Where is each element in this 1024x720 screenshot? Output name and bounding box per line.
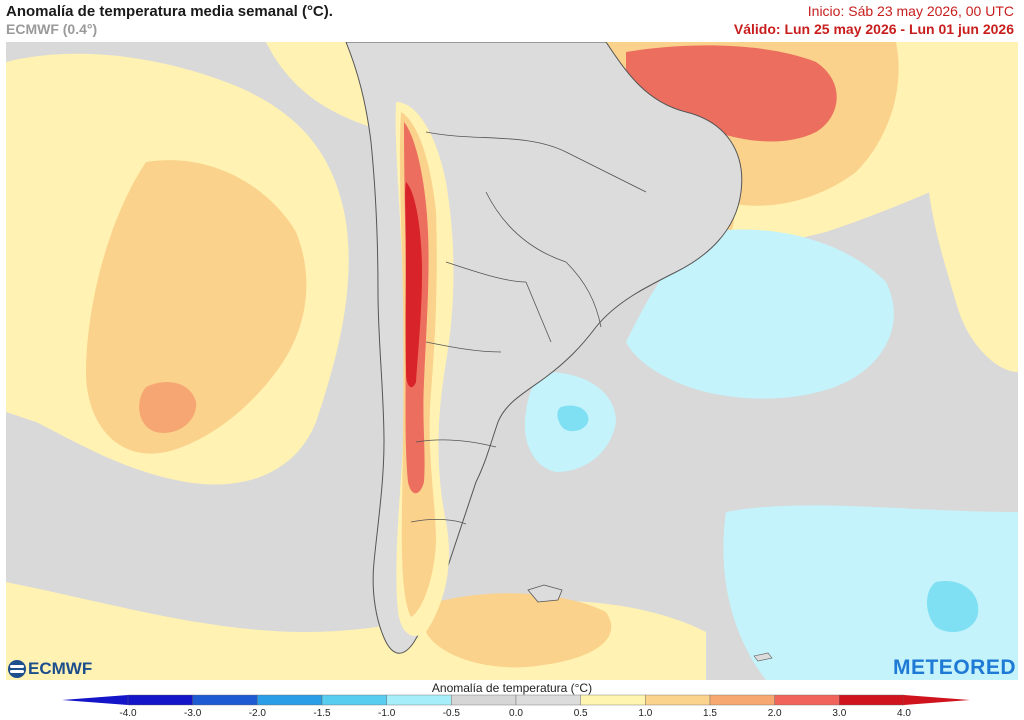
legend-tick-label: -4.0 [119, 708, 137, 719]
ecmwf-logo-text: ECMWF [28, 659, 93, 678]
legend-swatch [386, 694, 452, 706]
falkland-islands [527, 584, 563, 603]
legend-swatch [774, 694, 840, 706]
legend-tick-label: 4.0 [897, 708, 911, 719]
legend-swatch [580, 694, 646, 706]
legend-swatch [127, 694, 193, 706]
legend-swatch [321, 694, 387, 706]
legend-swatch [515, 694, 581, 706]
header: Anomalía de temperatura media semanal (°… [0, 0, 1024, 42]
legend-tick-label: -1.0 [378, 708, 396, 719]
legend-colorbar [62, 694, 970, 706]
legend-swatch [257, 694, 323, 706]
south-georgia [753, 652, 773, 662]
legend-swatch [709, 694, 775, 706]
legend-swatch [645, 694, 711, 706]
southeast-cool-area [723, 505, 1018, 680]
legend-tick-label: -0.5 [442, 708, 460, 719]
model-label: ECMWF (0.4°) [6, 21, 98, 37]
init-time: Inicio: Sáb 23 may 2026, 00 UTC [807, 3, 1014, 19]
meteored-logo: METEORED [892, 656, 1016, 679]
legend-tick-label: 0.0 [509, 708, 523, 719]
ecmwf-globe-icon [8, 660, 26, 678]
legend-tick-label: 1.0 [638, 708, 653, 719]
map-title: Anomalía de temperatura media semanal (°… [6, 3, 333, 20]
pacific-warm-area-2 [86, 160, 307, 454]
legend-tick-label: -3.0 [184, 708, 202, 719]
andes-very-hot-core [405, 182, 422, 388]
atlantic-cool-area [626, 229, 894, 399]
atlantic-east-warm [926, 142, 1018, 372]
legend-tick-label: -2.0 [248, 708, 266, 719]
anomaly-map[interactable] [6, 42, 1018, 680]
legend-arrow-low [62, 695, 128, 705]
legend-title: Anomalía de temperatura (°C) [431, 681, 593, 695]
valid-period: Válido: Lun 25 may 2026 - Lun 01 jun 202… [733, 21, 1014, 37]
legend-swatch [839, 694, 905, 706]
south-warm-band-2 [426, 593, 612, 668]
legend-tick-label: 2.0 [767, 708, 782, 719]
map-canvas [6, 42, 1018, 680]
southeast-cool-core [927, 581, 979, 633]
legend-swatch [451, 694, 517, 706]
brazil-hot-area [626, 45, 837, 142]
country-borders [410, 131, 647, 525]
pacific-warm-core [139, 382, 197, 433]
ecmwf-logo: ECMWF [8, 659, 92, 679]
legend-swatch [192, 694, 258, 706]
legend-tick-label: 0.5 [573, 708, 588, 719]
legend-tick-label: 3.0 [832, 708, 847, 719]
atlantic-cool-core [557, 405, 589, 432]
color-legend: Anomalía de temperatura (°C) -4.0 -3.0 -2.… [0, 680, 1024, 720]
legend-tick-label: -1.5 [313, 708, 331, 719]
legend-tick-label: 1.5 [703, 708, 717, 719]
legend-arrow-high [904, 695, 970, 705]
